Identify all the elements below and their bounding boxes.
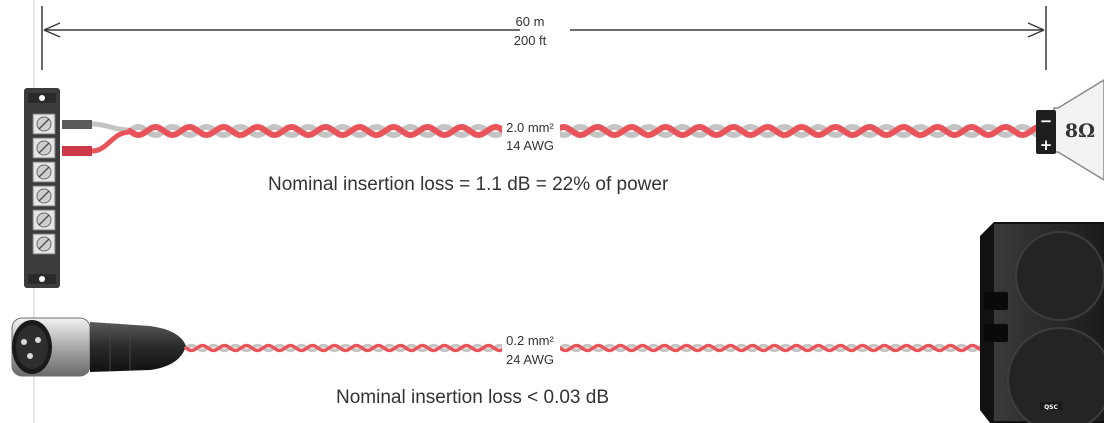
signal-cable-gauge-metric: 0.2 mm² bbox=[506, 333, 554, 348]
distance-metric-label: 60 m bbox=[516, 14, 545, 29]
speaker-loss-note: Nominal insertion loss = 1.1 dB = 22% of… bbox=[268, 174, 669, 195]
speaker-cable-twist bbox=[127, 123, 1039, 139]
signal-cable: 0.2 mm² 24 AWG bbox=[184, 333, 984, 367]
terminal-strip-icon bbox=[24, 88, 60, 288]
distance-imperial-label: 200 ft bbox=[514, 33, 547, 48]
speaker-cable-gauge-awg: 14 AWG bbox=[506, 138, 554, 153]
speaker-driver-icon: − + 8Ω bbox=[1036, 79, 1104, 181]
dimension-arrow-right bbox=[1027, 22, 1045, 38]
speaker-cable: 2.0 mm² 14 AWG bbox=[62, 118, 1039, 156]
distance-dimension: 60 m 200 ft bbox=[41, 6, 1047, 70]
cabinet-brand: QSC bbox=[1044, 404, 1058, 411]
xlr-connector-icon bbox=[11, 317, 186, 377]
dimension-arrow-left bbox=[43, 22, 61, 38]
speaker-cable-gauge-metric: 2.0 mm² bbox=[506, 120, 554, 135]
loudspeaker-cabinet-icon: QSC bbox=[980, 222, 1104, 423]
signal-cable-gauge-awg: 24 AWG bbox=[506, 352, 554, 367]
impedance-label: 8Ω bbox=[1065, 120, 1095, 142]
signal-cable-twist bbox=[184, 343, 984, 353]
terminal-minus: − bbox=[1040, 112, 1053, 130]
signal-loss-note: Nominal insertion loss < 0.03 dB bbox=[336, 387, 609, 408]
terminal-plus: + bbox=[1040, 136, 1053, 154]
